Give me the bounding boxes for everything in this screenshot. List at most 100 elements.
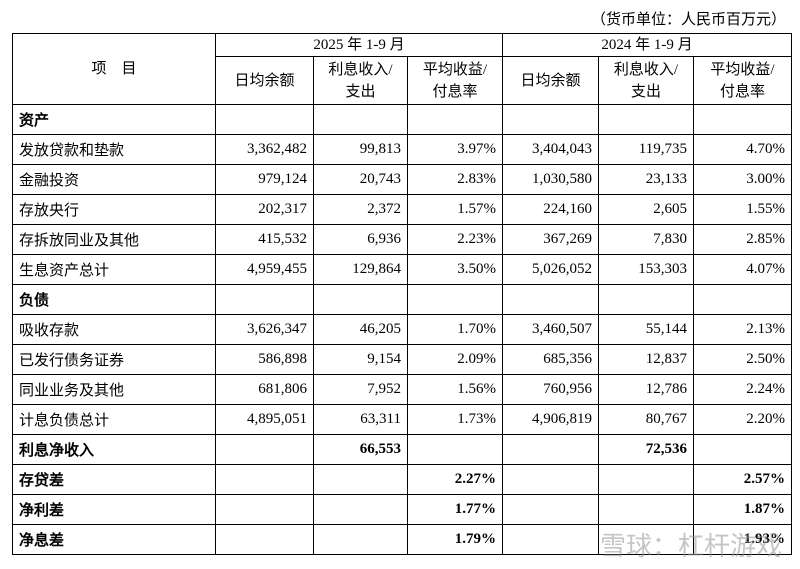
cell: 415,532 <box>215 224 314 255</box>
cell <box>407 104 503 135</box>
table-row: 存放央行 202,317 2,372 1.57% 224,160 2,605 1.55% <box>12 194 792 225</box>
cell: 1.93% <box>693 524 792 555</box>
row-label: 计息负债总计 <box>12 404 216 435</box>
cell <box>215 284 314 315</box>
cell: 63,311 <box>313 404 408 435</box>
cell: 3.97% <box>407 134 503 165</box>
cell <box>502 464 599 495</box>
cell <box>693 104 792 135</box>
cell <box>502 524 599 555</box>
cell <box>313 494 408 525</box>
cell: 2.24% <box>693 374 792 405</box>
cell <box>215 104 314 135</box>
cell: 1.87% <box>693 494 792 525</box>
column-header: 利息收入/ 支出 <box>313 56 408 105</box>
cell <box>598 464 694 495</box>
cell: 2,605 <box>598 194 694 225</box>
cell: 2.09% <box>407 344 503 375</box>
cell <box>407 434 503 465</box>
row-label: 存放央行 <box>12 194 216 225</box>
cell: 99,813 <box>313 134 408 165</box>
cell: 586,898 <box>215 344 314 375</box>
cell: 5,026,052 <box>502 254 599 285</box>
cell: 12,837 <box>598 344 694 375</box>
table-row: 净息差 1.79% 1.93% <box>12 524 792 555</box>
cell: 681,806 <box>215 374 314 405</box>
watermark: 雪球：杠杆游戏 <box>599 532 782 562</box>
cell <box>502 284 599 315</box>
table-row: 已发行债务证券 586,898 9,154 2.09% 685,356 12,837 2.5… <box>12 344 792 375</box>
cell: 2.50% <box>693 344 792 375</box>
cell: 3.00% <box>693 164 792 195</box>
cell: 119,735 <box>598 134 694 165</box>
column-header: 日均余额 <box>502 56 599 105</box>
table-row: 金融投资 979,124 20,743 2.83% 1,030,580 23,133 3.0… <box>12 164 792 195</box>
cell: 12,786 <box>598 374 694 405</box>
cell: 2.20% <box>693 404 792 435</box>
cell: 9,154 <box>313 344 408 375</box>
cell: 1.55% <box>693 194 792 225</box>
period-header: 2024 年 1-9 月 <box>502 33 792 57</box>
row-label: 存贷差 <box>12 464 216 495</box>
cell: 1.77% <box>407 494 503 525</box>
cell: 4,959,455 <box>215 254 314 285</box>
item-header: 项 目 <box>12 33 216 105</box>
cell <box>313 284 408 315</box>
cell: 2.23% <box>407 224 503 255</box>
cell <box>693 284 792 315</box>
column-header: 平均收益/ 付息率 <box>693 56 792 105</box>
cell <box>502 434 599 465</box>
row-label: 金融投资 <box>12 164 216 195</box>
cell: 153,303 <box>598 254 694 285</box>
cell: 1.57% <box>407 194 503 225</box>
cell: 23,133 <box>598 164 694 195</box>
cell <box>313 464 408 495</box>
row-label: 负债 <box>12 284 216 315</box>
row-label: 存拆放同业及其他 <box>12 224 216 255</box>
cell: 3.50% <box>407 254 503 285</box>
table-row: 资产 <box>12 104 792 135</box>
cell: 2.27% <box>407 464 503 495</box>
row-label: 发放贷款和垫款 <box>12 134 216 165</box>
cell <box>407 284 503 315</box>
cell: 202,317 <box>215 194 314 225</box>
cell <box>313 524 408 555</box>
cell: 1.73% <box>407 404 503 435</box>
table-row: 净利差 1.77% 1.87% <box>12 494 792 525</box>
cell <box>215 494 314 525</box>
cell: 2.85% <box>693 224 792 255</box>
row-label: 利息净收入 <box>12 434 216 465</box>
period-header: 2025 年 1-9 月 <box>215 33 503 57</box>
cell <box>215 434 314 465</box>
table-row: 存拆放同业及其他 415,532 6,936 2.23% 367,269 7,830 2.8… <box>12 224 792 255</box>
cell: 55,144 <box>598 314 694 345</box>
column-header: 日均余额 <box>215 56 314 105</box>
cell: 2.13% <box>693 314 792 345</box>
cell: 3,404,043 <box>502 134 599 165</box>
cell: 7,952 <box>313 374 408 405</box>
cell: 224,160 <box>502 194 599 225</box>
row-label: 生息资产总计 <box>12 254 216 285</box>
cell: 4.07% <box>693 254 792 285</box>
cell <box>598 494 694 525</box>
cell: 760,956 <box>502 374 599 405</box>
cell: 4,895,051 <box>215 404 314 435</box>
cell: 1,030,580 <box>502 164 599 195</box>
cell <box>215 464 314 495</box>
cell: 3,460,507 <box>502 314 599 345</box>
row-label: 同业业务及其他 <box>12 374 216 405</box>
cell <box>313 104 408 135</box>
cell: 1.79% <box>407 524 503 555</box>
cell: 2.57% <box>693 464 792 495</box>
row-label: 资产 <box>12 104 216 135</box>
row-label: 已发行债务证券 <box>12 344 216 375</box>
table-row: 同业业务及其他 681,806 7,952 1.56% 760,956 12,786 2.2… <box>12 374 792 405</box>
cell: 979,124 <box>215 164 314 195</box>
row-label: 净息差 <box>12 524 216 555</box>
cell: 72,536 <box>598 434 694 465</box>
cell: 66,553 <box>313 434 408 465</box>
cell: 3,362,482 <box>215 134 314 165</box>
cell: 685,356 <box>502 344 599 375</box>
column-header: 平均收益/ 付息率 <box>407 56 503 105</box>
